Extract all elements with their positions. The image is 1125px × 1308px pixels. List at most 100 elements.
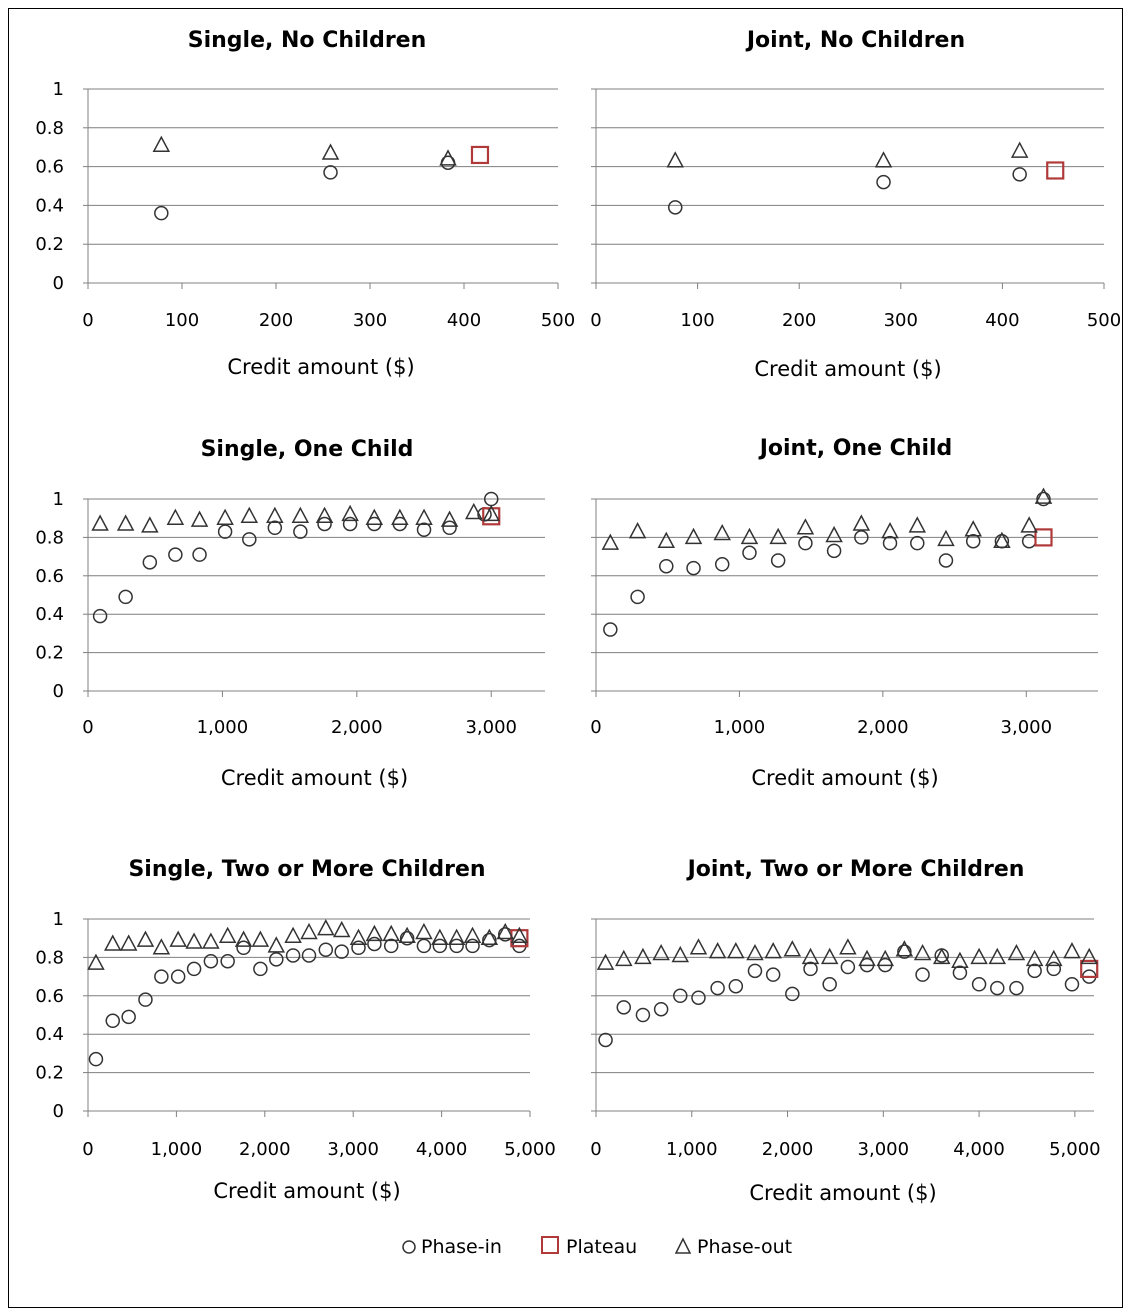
x-tick-label: 0	[590, 1139, 601, 1160]
legend-plateau-marker	[541, 1236, 559, 1254]
phase-out-point	[615, 949, 633, 967]
phase-in-point	[449, 938, 464, 954]
panel-title: Joint, No Children	[745, 28, 965, 53]
phase-in-point	[630, 589, 645, 605]
phase-out-point	[988, 947, 1007, 965]
y-tick-label: 0	[53, 681, 64, 702]
phase-in-point	[785, 986, 800, 1002]
phase-in-point	[840, 959, 856, 975]
phase-out-point	[463, 926, 482, 944]
phase-in-point	[253, 961, 268, 977]
phase-out-point	[341, 504, 359, 522]
phase-out-point	[937, 529, 955, 547]
phase-in-point	[1021, 533, 1037, 549]
phase-out-point	[1025, 949, 1044, 967]
phase-in-point	[138, 992, 153, 1007]
phase-out-point	[166, 508, 185, 525]
x-tick-label: 5,000	[1049, 1139, 1101, 1160]
phase-out-point	[964, 520, 982, 537]
x-axis-title: Credit amount ($)	[213, 1179, 400, 1203]
phase-in-point	[876, 174, 891, 190]
x-tick-label: 0	[82, 717, 93, 738]
y-tick-label: 0.4	[35, 604, 64, 625]
y-tick-label: 0	[53, 273, 64, 294]
phase-out-point	[439, 149, 457, 166]
phase-in-point	[168, 547, 183, 562]
phase-in-point	[186, 961, 202, 977]
phase-out-point	[951, 951, 969, 968]
phase-out-point	[652, 943, 670, 961]
phase-in-point	[301, 948, 317, 963]
plateau-point	[482, 507, 501, 526]
phase-in-point	[121, 1009, 136, 1025]
phase-out-point	[1045, 949, 1063, 967]
phase-in-point	[765, 967, 781, 982]
phase-out-point	[315, 506, 334, 524]
phase-in-point	[673, 988, 688, 1004]
phase-out-point	[596, 953, 615, 970]
phase-out-point	[251, 930, 270, 947]
phase-in-point	[317, 516, 332, 532]
phase-out-point	[116, 514, 135, 531]
phase-in-point	[416, 522, 432, 537]
x-axis-title: Credit amount ($)	[751, 766, 938, 790]
phase-in-point	[915, 967, 930, 982]
panel-title: Single, One Child	[201, 437, 414, 462]
phase-out-point	[769, 527, 787, 545]
legend-phase-out-marker	[674, 1237, 692, 1254]
y-tick-label: 0.4	[35, 195, 64, 216]
phase-in-point	[714, 557, 730, 572]
phase-out-point	[740, 527, 759, 545]
phase-out-point	[708, 942, 727, 959]
x-tick-label: 3,000	[465, 717, 517, 738]
phase-in-point	[383, 938, 399, 954]
phase-out-point	[684, 527, 703, 545]
phase-out-point	[1063, 942, 1081, 959]
phase-out-point	[1020, 516, 1038, 533]
x-tick-label: 300	[353, 310, 387, 331]
phase-in-point	[105, 1013, 121, 1029]
phase-in-point	[1009, 980, 1024, 996]
x-tick-label: 3,000	[1001, 717, 1053, 738]
y-tick-label: 0.2	[35, 1063, 64, 1084]
phase-out-point	[415, 922, 433, 940]
phase-out-point	[908, 516, 927, 533]
phase-out-point	[482, 504, 500, 522]
y-tick-label: 1	[53, 909, 64, 930]
x-tick-label: 400	[985, 310, 1019, 331]
phase-out-point	[1007, 943, 1026, 961]
phase-out-point	[820, 947, 839, 965]
phase-in-point	[990, 980, 1005, 996]
x-tick-label: 0	[82, 310, 93, 331]
phase-out-point	[152, 135, 171, 153]
phase-in-point	[399, 930, 415, 946]
phase-in-point	[1036, 491, 1051, 507]
x-tick-label: 2,000	[762, 1139, 814, 1160]
phase-in-point	[742, 545, 757, 561]
chart-panel-1: Single, No Children 0 100 200 300 400 500 0 0.2 0…	[35, 28, 575, 379]
x-tick-label: 4,000	[953, 1139, 1005, 1160]
phase-out-point	[510, 926, 529, 944]
panel-title: Single, No Children	[188, 28, 427, 53]
phase-out-point	[764, 942, 782, 959]
phase-out-point	[431, 928, 449, 945]
x-tick-label: 2,000	[239, 1139, 291, 1160]
legend-plateau-label: Plateau	[566, 1236, 637, 1258]
x-axis-title: Credit amount ($)	[221, 766, 408, 790]
phase-in-point	[822, 977, 837, 992]
phase-out-point	[202, 932, 220, 949]
phase-out-point	[91, 514, 109, 531]
phase-out-point	[382, 924, 400, 942]
phase-out-point	[218, 926, 237, 944]
phase-out-point	[284, 926, 302, 944]
phase-in-point	[598, 1032, 613, 1048]
phase-out-point	[881, 522, 899, 539]
x-tick-label: 5,000	[504, 1139, 556, 1160]
x-tick-label: 500	[1087, 310, 1121, 331]
phase-out-point	[398, 926, 416, 944]
y-tick-label: 0.8	[35, 947, 64, 968]
phase-in-point	[747, 963, 763, 979]
phase-out-point	[1034, 487, 1053, 504]
phase-out-point	[783, 940, 802, 957]
